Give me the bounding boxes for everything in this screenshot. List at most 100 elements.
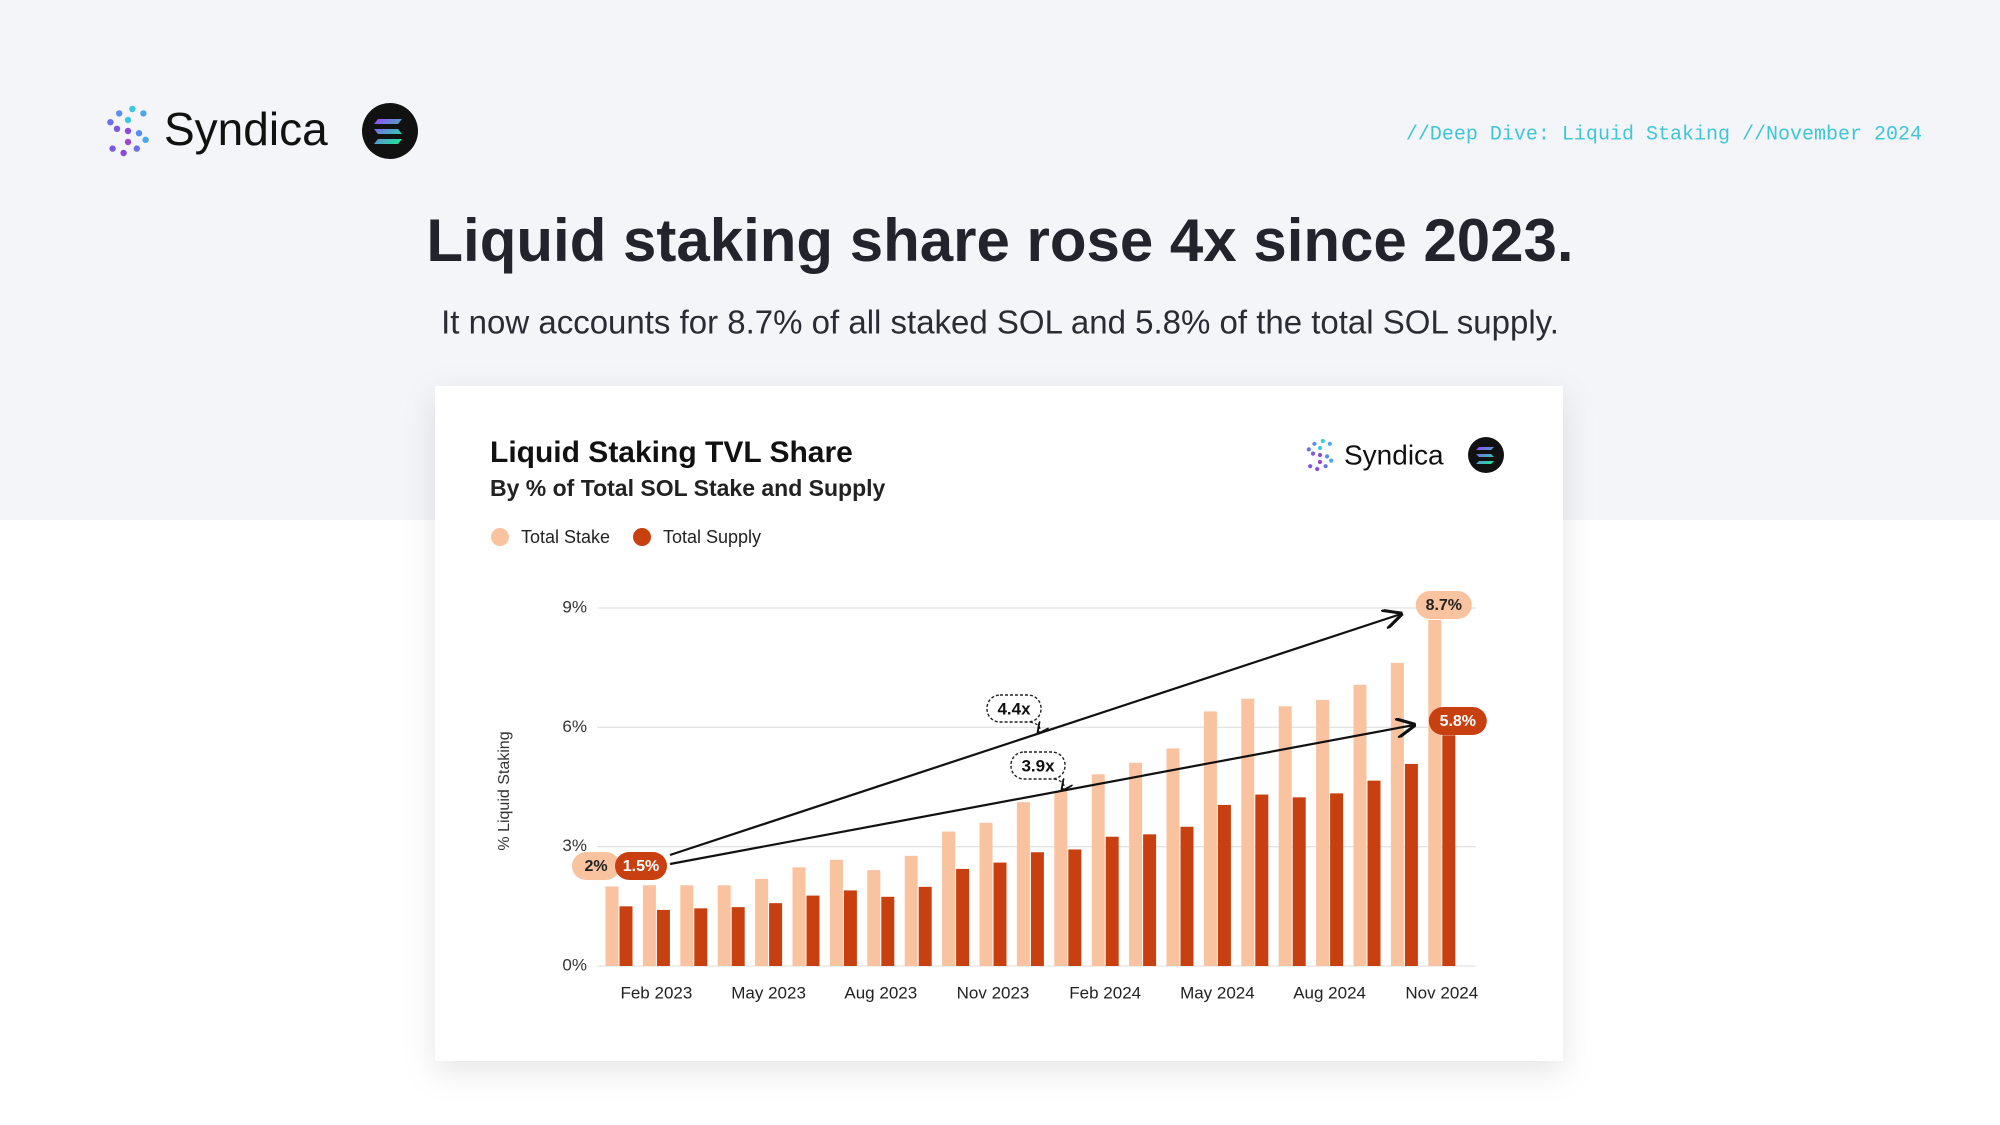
bar bbox=[806, 895, 820, 966]
trend-arrow bbox=[669, 725, 1414, 866]
bar bbox=[656, 909, 670, 966]
bar bbox=[1428, 619, 1442, 966]
x-tick-label: Aug 2023 bbox=[844, 983, 917, 1002]
bar bbox=[843, 890, 857, 966]
card-brand: Syndica bbox=[1344, 439, 1444, 470]
logo-dot bbox=[1312, 441, 1317, 446]
legend-swatch bbox=[633, 528, 651, 546]
bar bbox=[1180, 826, 1194, 966]
bar bbox=[1203, 711, 1217, 966]
bar bbox=[1278, 706, 1292, 966]
logo-dot bbox=[1308, 464, 1313, 469]
bar bbox=[642, 885, 656, 966]
start-label-text: 1.5% bbox=[623, 858, 659, 875]
callout-pointer bbox=[1029, 722, 1040, 733]
bar bbox=[1255, 794, 1269, 966]
plot: 0% 3% 6% 9% Total Stake Total Supply Feb 2023 M… bbox=[491, 527, 1487, 1002]
end-label bbox=[1415, 591, 1472, 619]
bar bbox=[942, 831, 956, 966]
bar bbox=[1129, 762, 1143, 966]
logo-dot bbox=[1329, 458, 1334, 463]
logo-dot bbox=[116, 110, 123, 117]
subheadline: It now accounts for 8.7% of all staked S… bbox=[441, 304, 1559, 341]
y-tick-label: 6% bbox=[562, 717, 587, 736]
bar bbox=[1143, 834, 1157, 966]
callout-text: 4.4x bbox=[997, 699, 1031, 718]
logo-dot bbox=[1317, 445, 1323, 451]
x-tick-label: May 2023 bbox=[731, 983, 806, 1002]
bar bbox=[993, 862, 1007, 966]
solana-logo bbox=[362, 103, 418, 159]
bar bbox=[755, 878, 769, 966]
bar bbox=[694, 908, 708, 966]
logo-dot bbox=[1324, 454, 1330, 459]
logo-dot bbox=[142, 136, 149, 143]
legend-label: Total Stake bbox=[521, 527, 610, 547]
logo-dot bbox=[124, 127, 132, 135]
logo-dot bbox=[1323, 464, 1328, 469]
logo-dot bbox=[113, 125, 121, 132]
solana-logo bbox=[1468, 437, 1504, 473]
callout bbox=[1010, 751, 1066, 780]
trend-arrow bbox=[669, 614, 1401, 857]
bar bbox=[1316, 699, 1330, 966]
logo-dot bbox=[1315, 466, 1320, 472]
start-label bbox=[615, 852, 667, 880]
bar bbox=[829, 859, 843, 966]
logo-icon bbox=[107, 105, 149, 157]
logo-dot bbox=[107, 119, 114, 126]
start-label-text: 2% bbox=[584, 858, 607, 875]
bar bbox=[1054, 790, 1068, 966]
brand: Syndica bbox=[164, 103, 328, 155]
start-label bbox=[572, 852, 620, 880]
chart-title: Liquid Staking TVL Share bbox=[490, 436, 853, 469]
logo-dot bbox=[1317, 459, 1323, 465]
bar bbox=[1068, 849, 1082, 966]
logo-dot bbox=[1310, 451, 1316, 456]
bar bbox=[918, 886, 932, 966]
headline: Liquid staking share rose 4x since 2023. bbox=[426, 207, 1573, 274]
x-tick-label: Aug 2024 bbox=[1293, 983, 1366, 1002]
callout-pointer bbox=[1053, 779, 1064, 790]
callout-text: 3.9x bbox=[1021, 756, 1055, 775]
bar bbox=[956, 868, 970, 966]
end-label-text: 5.8% bbox=[1440, 713, 1476, 730]
bar bbox=[881, 896, 895, 966]
logo-dot bbox=[135, 130, 143, 137]
logo-dot bbox=[1306, 447, 1311, 452]
bar bbox=[792, 867, 806, 966]
legend-swatch bbox=[491, 528, 509, 546]
bar bbox=[680, 885, 694, 966]
chart-subtitle: By % of Total SOL Stake and Supply bbox=[490, 475, 886, 501]
logo-dot bbox=[140, 110, 147, 117]
callout bbox=[986, 694, 1042, 723]
bar bbox=[769, 903, 783, 966]
bar bbox=[1390, 662, 1404, 966]
logo-dot bbox=[124, 138, 132, 146]
bar bbox=[1016, 802, 1030, 966]
bar bbox=[979, 822, 993, 966]
x-tick-label: Feb 2024 bbox=[1069, 983, 1141, 1002]
bar bbox=[1353, 684, 1367, 966]
end-label-text: 8.7% bbox=[1426, 597, 1462, 614]
bar bbox=[1105, 836, 1119, 966]
logo-dot bbox=[133, 145, 140, 152]
y-axis-label: % Liquid Staking bbox=[496, 731, 513, 850]
y-tick-label: 0% bbox=[562, 955, 587, 974]
bar bbox=[605, 886, 619, 966]
logo-dot bbox=[124, 116, 132, 124]
x-tick-label: Feb 2023 bbox=[620, 983, 692, 1002]
bar bbox=[1442, 735, 1456, 966]
tagline: //Deep Dive: Liquid Staking //November 2… bbox=[1406, 123, 1922, 146]
logo-icon bbox=[1306, 438, 1334, 472]
logo-dot bbox=[1320, 438, 1325, 444]
bar bbox=[1241, 698, 1255, 966]
end-label bbox=[1428, 707, 1487, 735]
logo-dot bbox=[129, 105, 136, 113]
logo-dot bbox=[120, 149, 127, 157]
bar bbox=[1292, 797, 1306, 966]
bar bbox=[731, 907, 745, 966]
x-tick-label: Nov 2023 bbox=[957, 983, 1030, 1002]
